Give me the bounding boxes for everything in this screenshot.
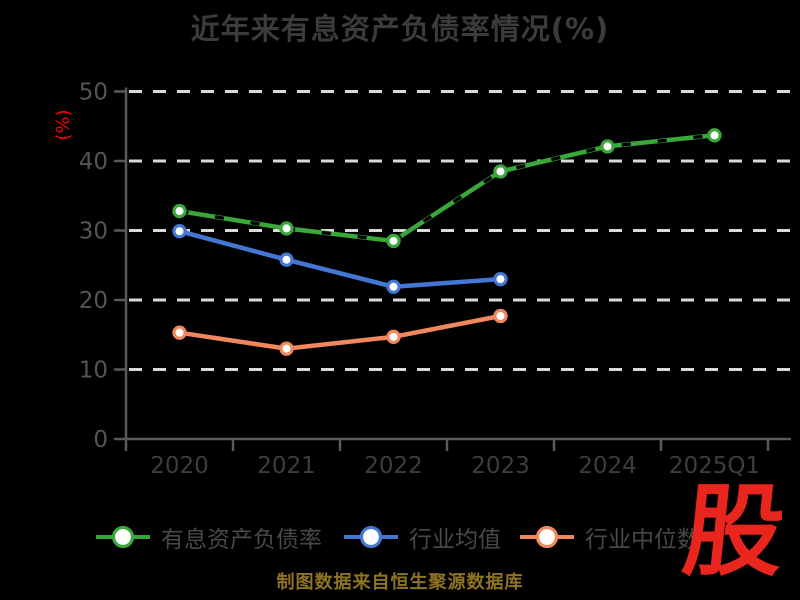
data-point-marker [600,139,615,154]
chart-title: 近年来有息资产负债率情况(%) [190,12,610,46]
y-tick-label: 10 [79,358,108,384]
series-line [177,313,503,351]
data-point-marker [172,223,187,239]
data-point-marker [386,279,401,294]
data-point-marker [493,308,508,324]
legend-item-industry-median[interactable]: 行业中位数 [518,521,700,553]
x-tick-label: 2022 [364,453,423,479]
legend-marker-blue-icon [344,525,398,549]
y-tick-label: 50 [79,80,108,106]
data-point-marker [493,271,508,287]
data-point-marker [493,164,508,179]
legend-label: 行业中位数 [585,527,700,553]
source-caption: 制图数据来自恒生聚源数据库 [276,572,524,593]
data-point-marker [172,203,187,219]
x-tick-label: 2020 [150,453,209,479]
y-tick-label: 40 [79,149,108,175]
y-tick-label: 20 [79,288,108,314]
legend-label: 行业均值 [409,527,501,553]
data-point-marker [279,341,294,356]
chart-canvas: 0 10 20 30 40 50 2020 2021 2022 2023 2024 2025Q1 [79,80,791,479]
data-point-marker [707,128,722,143]
y-tick-label: 0 [93,427,108,453]
series-line [177,228,503,290]
legend-item-industry-mean[interactable]: 行业均值 [342,521,501,553]
series-line [177,133,717,244]
legend-marker-orange-icon [520,525,574,549]
data-point-marker [172,325,187,340]
x-tick-label: 2023 [471,453,530,479]
data-point-marker [386,233,401,249]
data-point-marker [279,221,294,236]
legend: 有息资产负债率 行业均值 行业中位数 [0,521,800,555]
legend-label: 有息资产负债率 [161,527,322,553]
data-point-marker [279,252,294,267]
legend-marker-green-icon [96,525,150,549]
x-tick-label: 2024 [578,453,637,479]
series-line-dash-overlay [179,133,715,243]
legend-item-interest-bearing-debt-ratio[interactable]: 有息资产负债率 [94,521,322,553]
x-tick-label: 2021 [257,453,316,479]
brand-logo: 股 [677,473,791,590]
x-tick-label: 2025Q1 [669,453,760,479]
y-tick-label: 30 [79,219,108,245]
data-point-marker [386,329,401,345]
